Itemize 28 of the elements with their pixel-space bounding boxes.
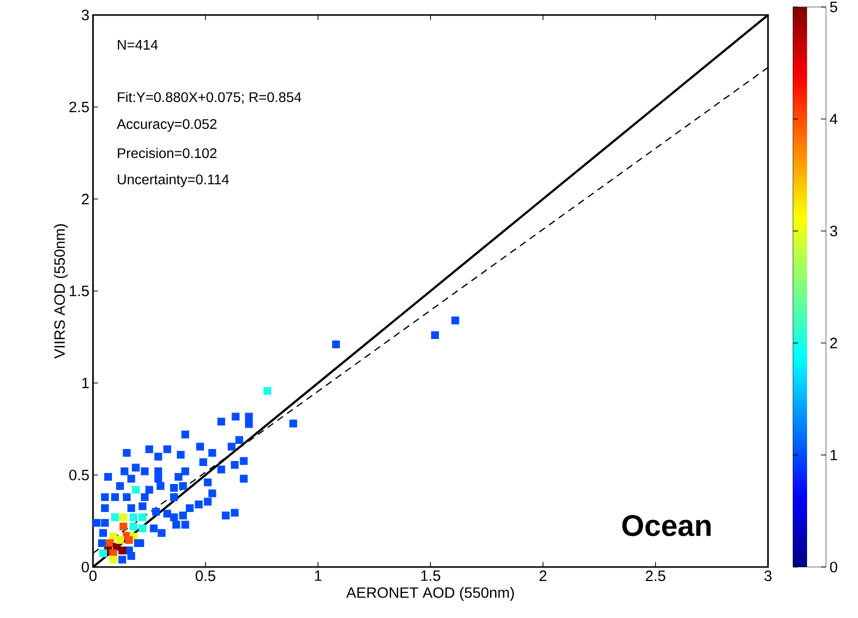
annotation: Uncertainty=0.114: [118, 174, 229, 188]
annotation: N=414: [118, 40, 158, 50]
y-tick-label: 1: [82, 378, 89, 388]
annotation: Ocean: [622, 515, 711, 536]
color-bar-label: 3: [830, 226, 838, 236]
x-tick-label: 3: [764, 570, 772, 582]
y-tick-label: 2: [82, 194, 89, 204]
annotation: Fit:Y=0.880X+0.075; R=0.854: [118, 92, 302, 104]
color-bar-label: 0: [830, 562, 838, 572]
annotation: Precision=0.102: [118, 148, 216, 158]
x-tick-label: 2: [540, 570, 546, 581]
color-bar-label: 1: [830, 450, 838, 460]
x-tick-label: 1: [314, 570, 322, 581]
x-tick-label: 0.5: [196, 570, 216, 582]
x-tick-label: 0: [89, 570, 97, 582]
y-tick-label: 2.5: [69, 102, 89, 112]
y-tick-label: 0: [82, 562, 89, 572]
x-tick-label: 2.5: [646, 570, 666, 582]
x-tick-label: 1.5: [421, 570, 440, 581]
y-tick-label: 3: [82, 10, 89, 20]
annotation: Accuracy=0.052: [116, 119, 216, 132]
y-tick-label: 1.5: [70, 286, 89, 296]
color-bar-label: 4: [830, 114, 838, 124]
y-axis-title: VIIRS AOD (550nm): [54, 224, 68, 359]
color-bar-label: 2: [830, 338, 838, 348]
y-tick-label: 0.5: [69, 470, 89, 480]
x-axis-title: AERONET AOD (550nm): [346, 586, 514, 601]
color-bar-label: 5: [830, 2, 838, 12]
